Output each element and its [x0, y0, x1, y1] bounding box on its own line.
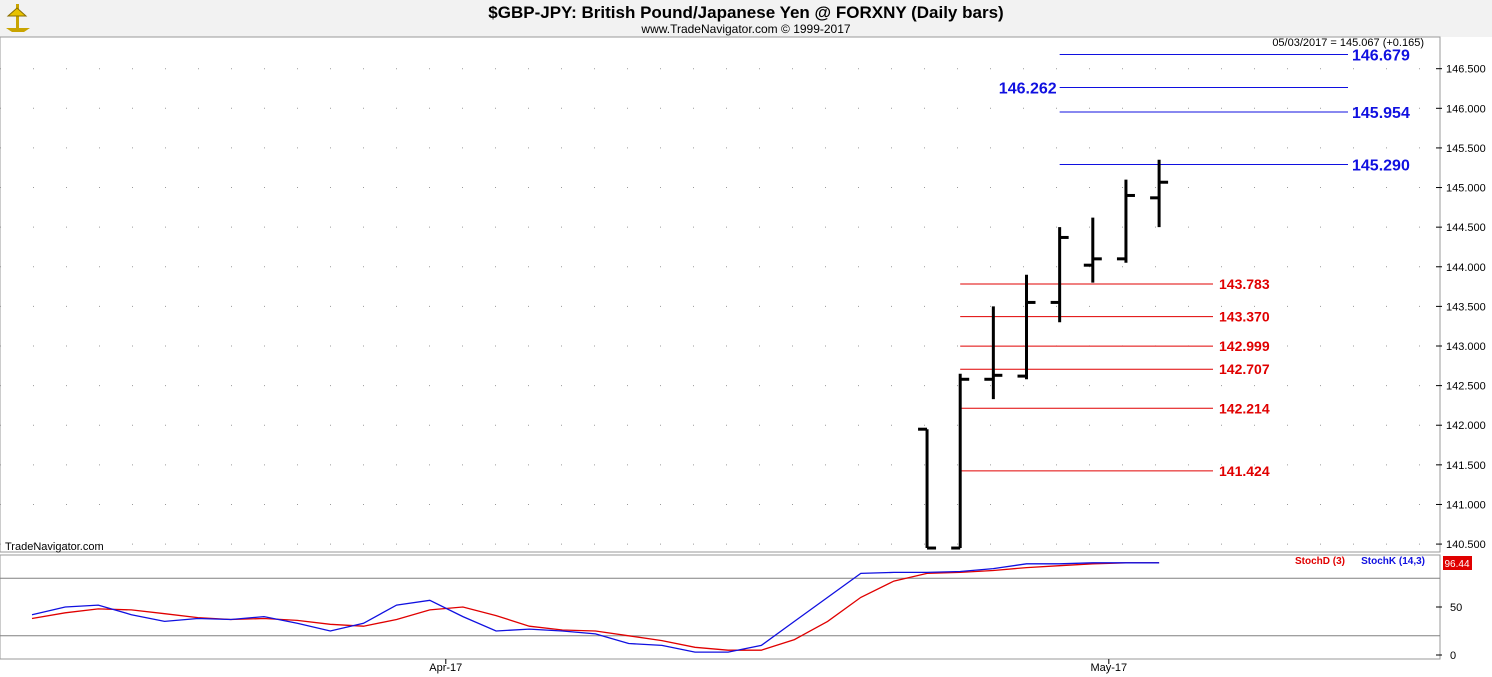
support-label: 142.707	[1219, 361, 1270, 377]
stochastic-panel	[0, 554, 1441, 660]
x-tick-label: Apr-17	[429, 662, 462, 674]
price-panel	[0, 36, 1441, 553]
chart-subtitle: www.TradeNavigator.com © 1999-2017	[640, 22, 850, 36]
support-label: 141.424	[1219, 463, 1270, 479]
price-tick-label: 143.500	[1446, 301, 1486, 313]
stochastic-tick-label: 50	[1450, 602, 1462, 614]
price-bar	[1116, 179, 1135, 263]
price-tick-label: 142.000	[1446, 420, 1486, 432]
price-tick-label: 141.000	[1446, 499, 1486, 511]
price-tick-label: 140.500	[1446, 539, 1486, 551]
last-quote: 05/03/2017 = 145.067 (+0.165)	[1272, 37, 1424, 49]
chart-title: $GBP-JPY: British Pound/Japanese Yen @ F…	[488, 3, 1003, 22]
resistance-label: 145.954	[1352, 105, 1410, 122]
price-bar	[951, 373, 970, 550]
price-tick-label: 145.000	[1446, 183, 1486, 195]
price-bar	[1050, 227, 1069, 323]
price-bar	[918, 427, 937, 550]
stochk-legend: StochK (14,3)	[1361, 556, 1425, 567]
header-bar	[0, 0, 1492, 37]
stochastic-tick-label: 0	[1450, 650, 1456, 662]
support-label: 142.214	[1219, 400, 1270, 416]
stochk-line	[31, 562, 1160, 653]
price-tick-label: 143.000	[1446, 341, 1486, 353]
price-bar	[984, 306, 1003, 400]
support-label: 143.783	[1219, 276, 1270, 292]
price-tick-label: 141.500	[1446, 460, 1486, 472]
resistance-levels: 146.679 146.262 145.954 145.290	[999, 48, 1410, 175]
price-y-axis: 140.500 141.000 141.500 142.000 142.500 143.0…	[1436, 64, 1486, 551]
stochastic-grid	[0, 577, 1440, 637]
x-axis: Apr-17 May-17	[429, 659, 1127, 674]
resistance-label: 145.290	[1352, 158, 1410, 175]
support-label: 142.999	[1219, 338, 1270, 354]
price-tick-label: 146.500	[1446, 64, 1486, 76]
logo-icon	[6, 4, 30, 32]
last-value-text: 96.44	[1444, 559, 1469, 570]
price-tick-label: 142.500	[1446, 381, 1486, 393]
price-bar	[1150, 159, 1169, 228]
resistance-label: 146.679	[1352, 48, 1410, 65]
support-levels: 143.783 143.370 142.999 142.707 142.214 141.4…	[960, 276, 1270, 479]
watermark: TradeNavigator.com	[5, 541, 104, 553]
price-tick-label: 146.000	[1446, 103, 1486, 115]
price-bar	[1083, 217, 1102, 283]
resistance-label: 146.262	[999, 81, 1057, 98]
price-tick-label: 144.500	[1446, 222, 1486, 234]
price-bar	[1017, 274, 1036, 380]
price-tick-label: 145.500	[1446, 143, 1486, 155]
stochd-legend: StochD (3)	[1295, 556, 1345, 567]
support-label: 143.370	[1219, 309, 1270, 325]
price-tick-label: 144.000	[1446, 262, 1486, 274]
x-tick-label: May-17	[1090, 662, 1127, 674]
stochastic-y-axis: 0 50	[1436, 602, 1462, 662]
price-bars	[918, 159, 1169, 550]
last-value-badge	[1443, 556, 1472, 570]
